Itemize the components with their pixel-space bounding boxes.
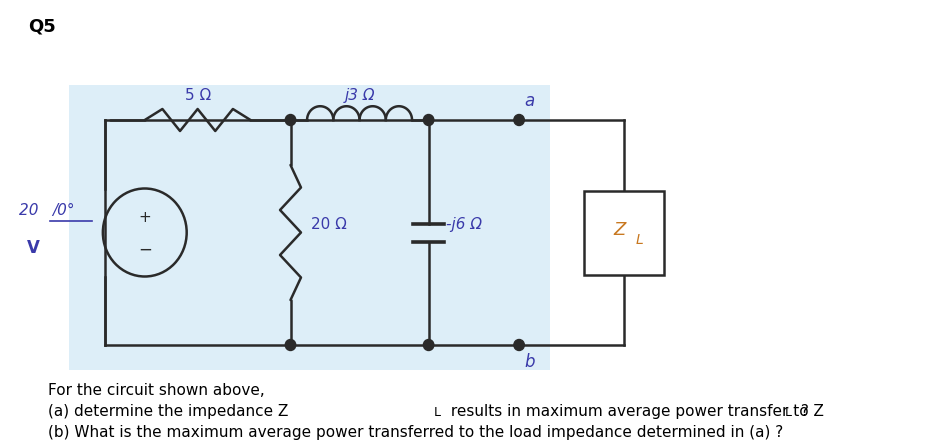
Circle shape (514, 340, 524, 351)
Text: Z: Z (614, 221, 627, 239)
Text: j3 Ω: j3 Ω (344, 88, 375, 103)
Text: 5 Ω: 5 Ω (184, 88, 211, 103)
Circle shape (514, 114, 524, 125)
Text: 20 Ω: 20 Ω (311, 217, 347, 232)
Text: b: b (525, 353, 535, 371)
Text: -j6 Ω: -j6 Ω (446, 217, 482, 232)
Text: (a) determine the impedance Z: (a) determine the impedance Z (48, 404, 288, 419)
Text: V: V (26, 239, 40, 256)
Text: 20: 20 (19, 203, 43, 218)
Circle shape (423, 340, 434, 351)
Text: L: L (434, 406, 440, 420)
Text: −: − (137, 240, 152, 259)
Text: results in maximum average power transfer to Z: results in maximum average power transfe… (446, 404, 823, 419)
Text: For the circuit shown above,: For the circuit shown above, (48, 383, 264, 398)
Text: (b) What is the maximum average power transferred to the load impedance determin: (b) What is the maximum average power tr… (48, 425, 783, 440)
Text: Q5: Q5 (28, 17, 56, 35)
Text: L: L (635, 232, 643, 247)
Text: /0°: /0° (53, 203, 75, 218)
Text: +: + (138, 210, 152, 225)
Circle shape (423, 114, 434, 125)
Text: L: L (785, 406, 791, 420)
Text: ?: ? (796, 404, 809, 419)
Bar (583, 190, 663, 275)
Circle shape (285, 340, 295, 351)
Circle shape (285, 114, 295, 125)
Text: a: a (525, 92, 535, 110)
FancyBboxPatch shape (69, 85, 550, 370)
